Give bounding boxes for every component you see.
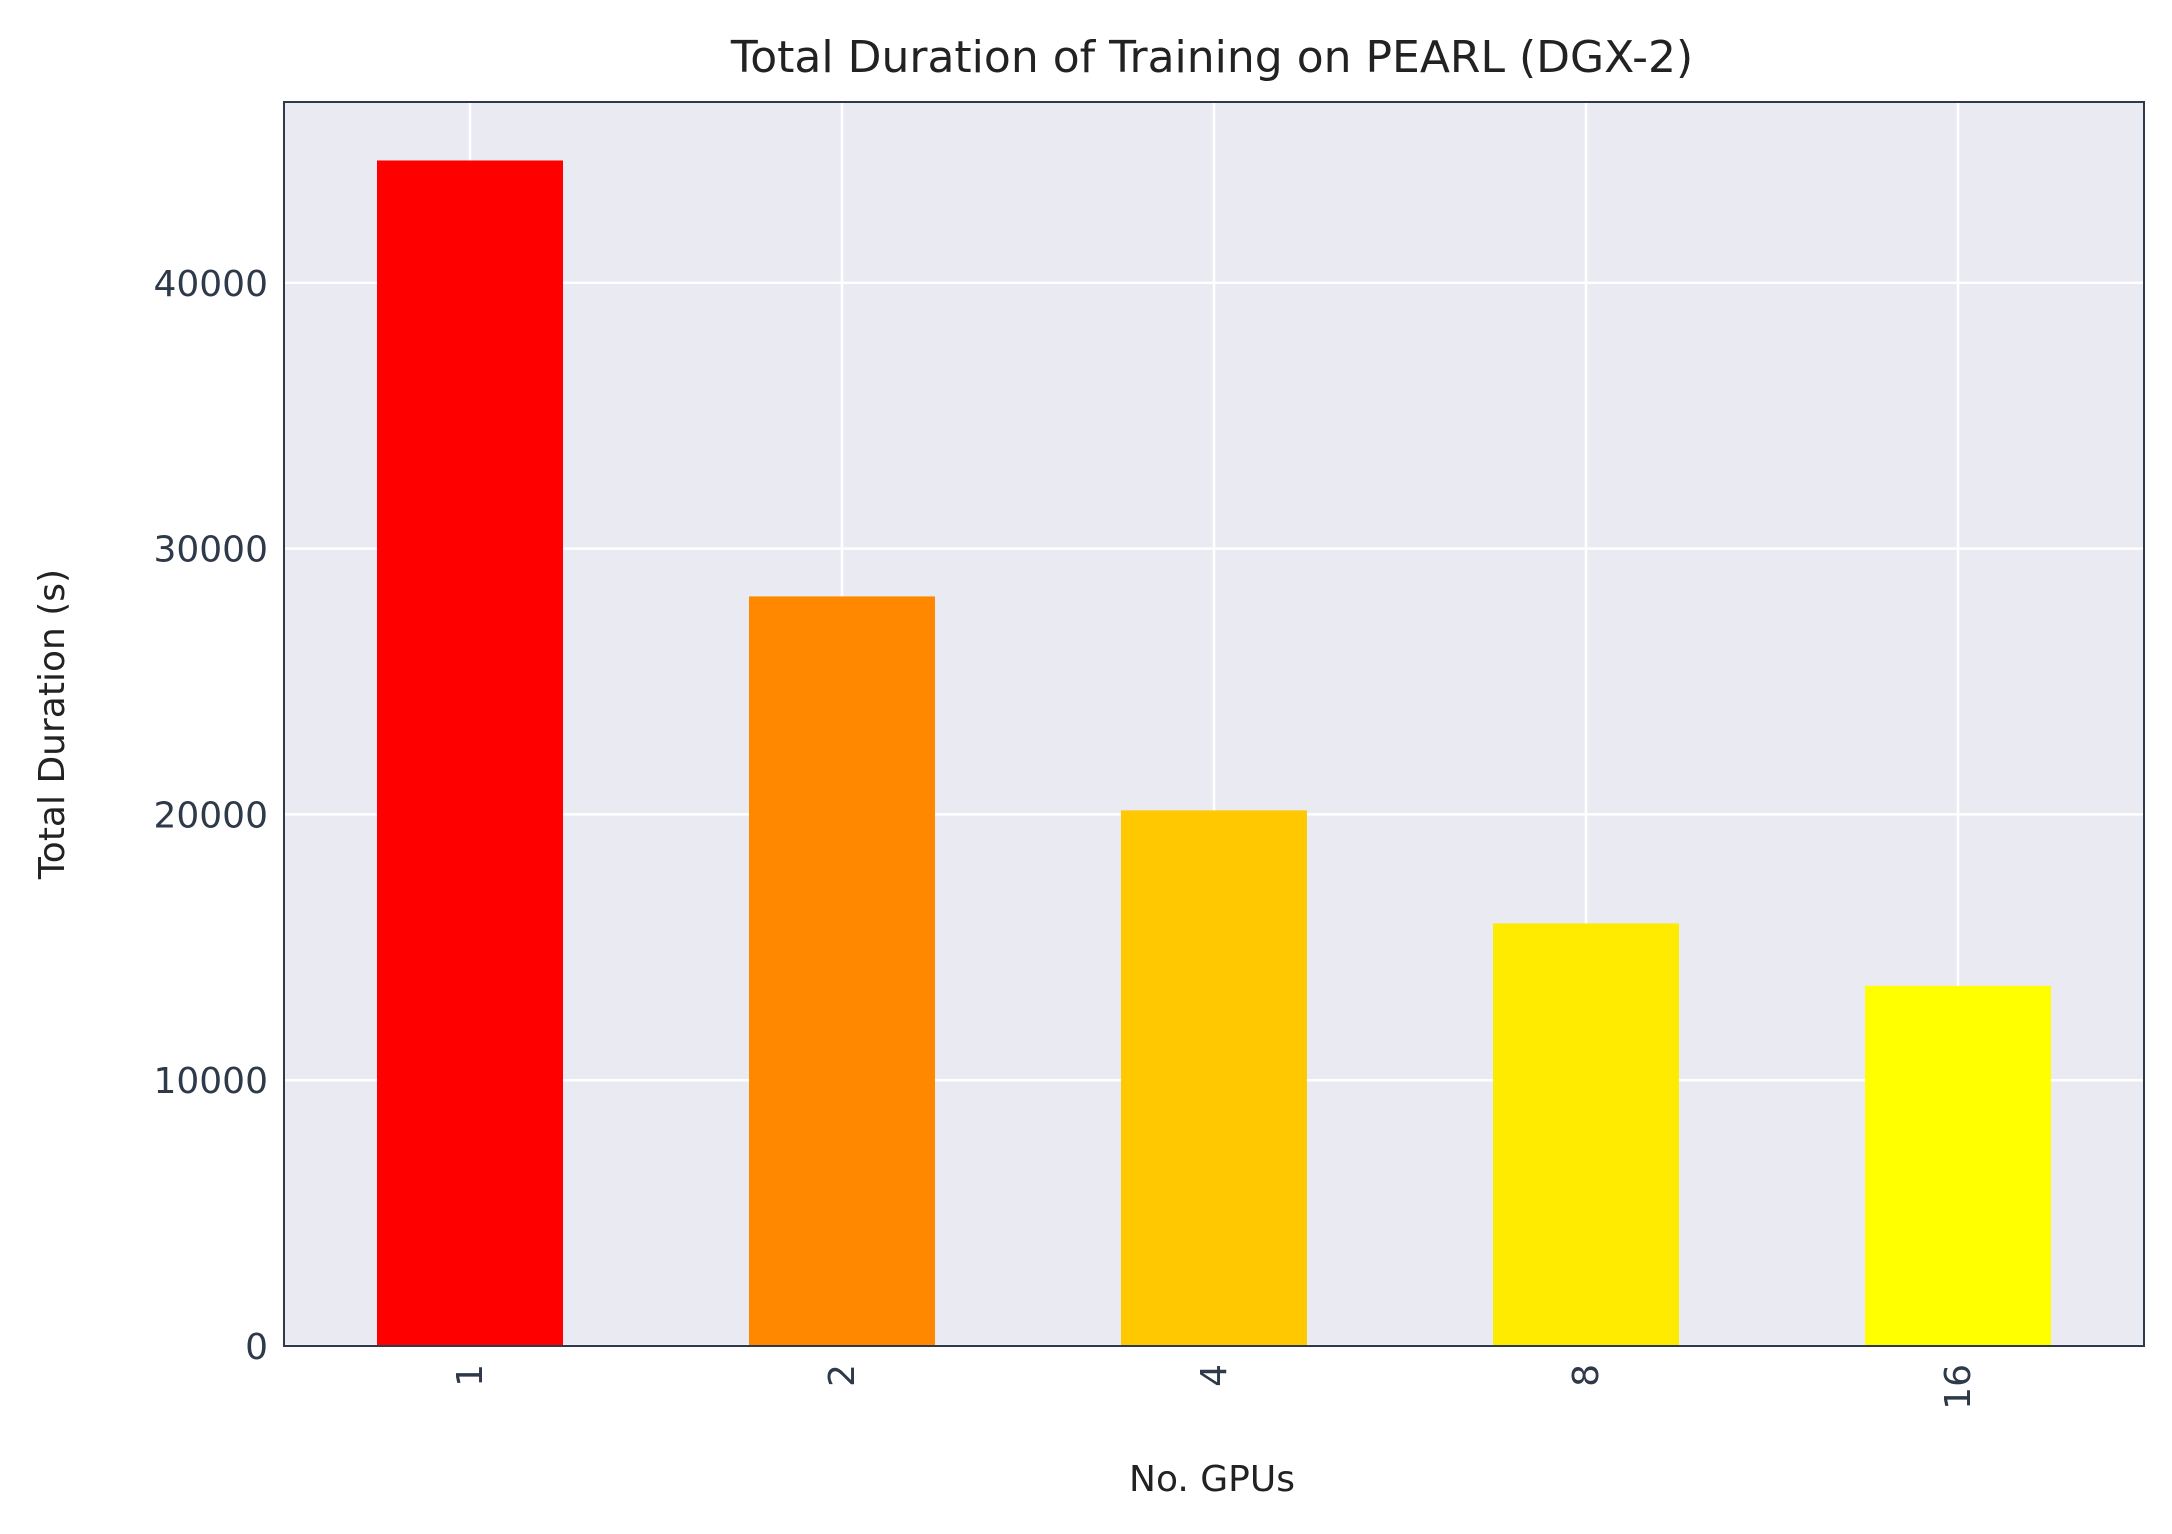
- y-axis-label: Total Duration (s): [32, 569, 73, 880]
- y-tick-label: 40000: [153, 264, 268, 305]
- bar-8-gpus: [1493, 923, 1679, 1346]
- chart-title: Total Duration of Training on PEARL (DGX…: [730, 32, 1693, 83]
- x-tick-label: 2: [822, 1364, 863, 1387]
- x-axis-ticks: 1 2 4 8 16: [450, 1364, 1979, 1410]
- y-tick-label: 20000: [153, 795, 268, 836]
- y-tick-label: 0: [245, 1327, 268, 1368]
- x-tick-label: 16: [1938, 1364, 1979, 1410]
- plot-frame: [283, 101, 2145, 1347]
- x-axis-label: No. GPUs: [1129, 1459, 1295, 1500]
- x-tick-label: 1: [450, 1364, 491, 1387]
- y-tick-label: 10000: [153, 1061, 268, 1102]
- bar-16-gpus: [1865, 985, 2051, 1346]
- bars: [377, 160, 2051, 1346]
- bar-1-gpus: [377, 160, 563, 1346]
- y-axis-ticks: 0 10000 20000 30000 40000: [153, 264, 268, 1368]
- x-tick-label: 8: [1566, 1364, 1607, 1387]
- bar-2-gpus: [749, 596, 935, 1346]
- x-tick-label: 4: [1194, 1364, 1235, 1387]
- bar-4-gpus: [1121, 810, 1307, 1346]
- y-tick-label: 30000: [153, 530, 268, 571]
